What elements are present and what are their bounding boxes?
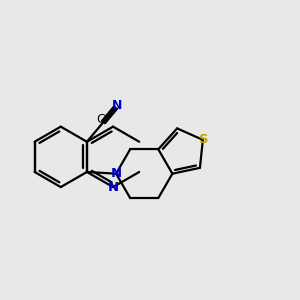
Text: N: N (107, 181, 118, 194)
Text: N: N (110, 167, 122, 180)
Text: S: S (199, 133, 208, 146)
Text: N: N (112, 99, 122, 112)
Text: C: C (97, 113, 105, 126)
